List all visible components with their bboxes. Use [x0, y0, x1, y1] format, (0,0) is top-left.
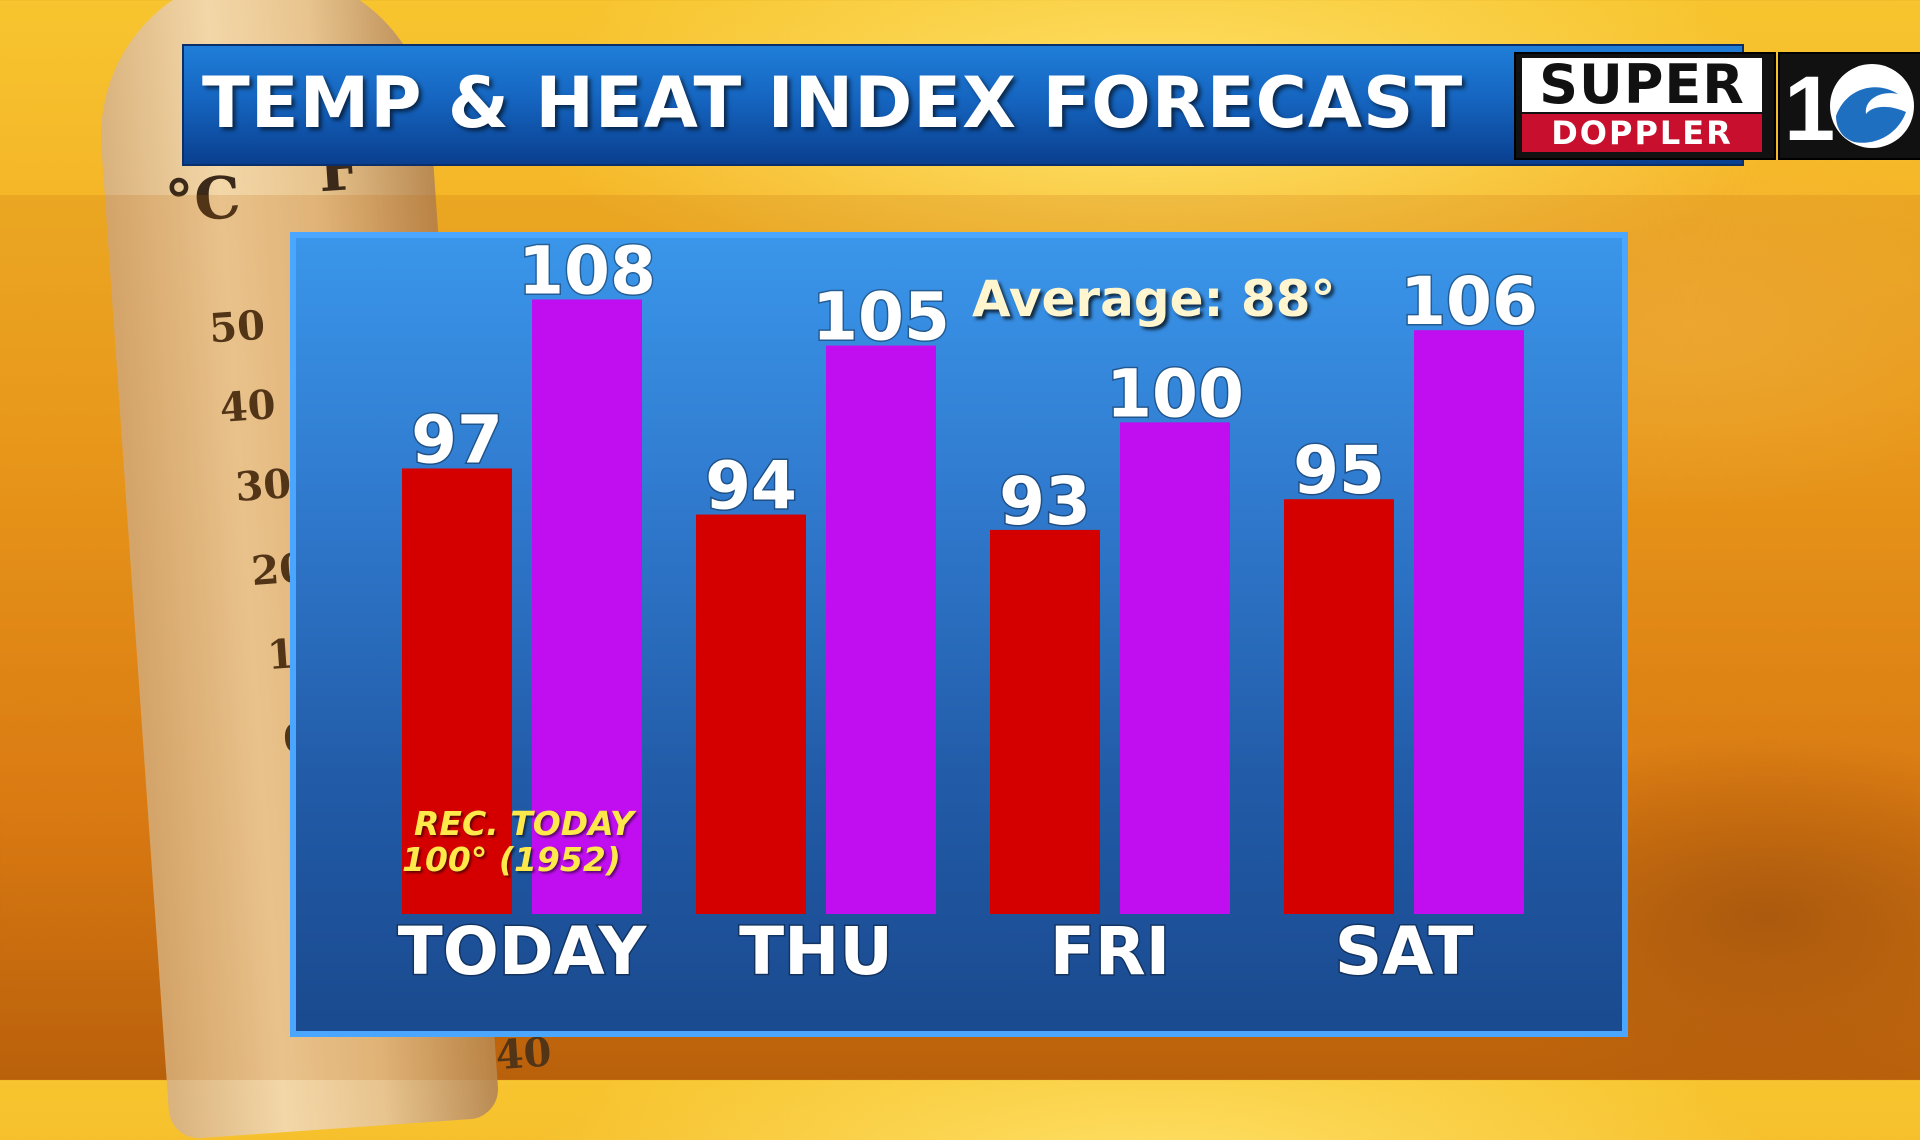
chart-panel: Average: 88° 97 108 TODAY 94 105 THU 93 100 FRI 9…	[290, 232, 1628, 1037]
temp-bar-thu	[696, 514, 806, 914]
record-note: REC. TODAY 100° (1952)	[402, 806, 634, 878]
value-label: 100	[1106, 355, 1244, 432]
logo-super-text: SUPER	[1522, 58, 1762, 112]
value-label: 95	[1293, 432, 1385, 509]
temp-bar-sat	[1284, 499, 1394, 914]
channel-10-logo: 10	[1778, 52, 1920, 160]
value-label: 94	[705, 448, 797, 525]
category-label: TODAY	[398, 913, 648, 990]
category-label: SAT	[1335, 913, 1474, 990]
record-note-line1: REC. TODAY	[414, 804, 634, 843]
temp-bar-today	[402, 468, 512, 914]
category-label: FRI	[1050, 913, 1170, 990]
title-bar: TEMP & HEAT INDEX FORECAST SUPER DOPPLER…	[182, 44, 1920, 166]
heat-index-bar-sat	[1414, 330, 1524, 914]
heat-index-bar-fri	[1120, 422, 1230, 914]
value-label: 108	[518, 238, 656, 309]
temp-bar-fri	[990, 529, 1100, 914]
record-note-line2: 100° (1952)	[402, 840, 621, 879]
wave-icon: 10	[1784, 58, 1914, 160]
value-label: 106	[1400, 263, 1538, 340]
heat-index-bar-thu	[826, 345, 936, 914]
value-label: 97	[411, 401, 503, 478]
super-doppler-logo: SUPER DOPPLER	[1514, 52, 1776, 160]
average-label: Average: 88°	[972, 270, 1336, 328]
logo-doppler-text: DOPPLER	[1522, 114, 1762, 152]
value-label: 105	[812, 279, 950, 356]
heat-index-bar-today	[532, 299, 642, 914]
value-label: 93	[999, 463, 1091, 540]
category-label: THU	[739, 913, 893, 990]
page-title: TEMP & HEAT INDEX FORECAST	[202, 62, 1464, 144]
